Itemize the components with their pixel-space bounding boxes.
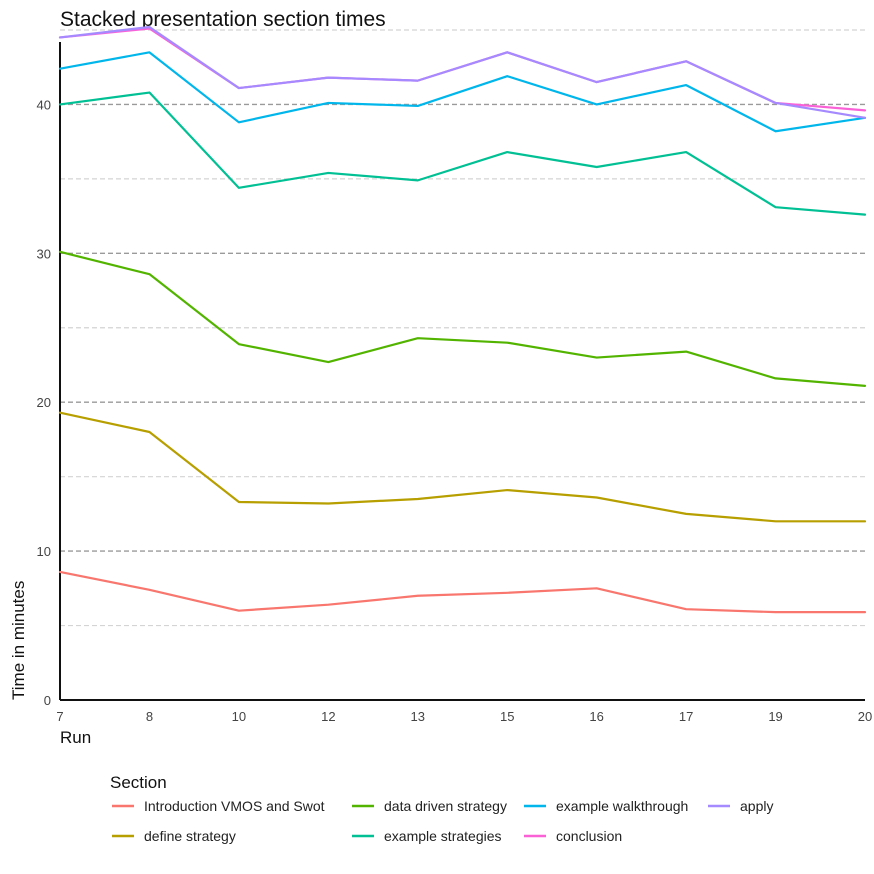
legend-label-define-strategy: define strategy xyxy=(144,828,236,844)
y-tick-label: 30 xyxy=(37,246,51,261)
x-axis-title: Run xyxy=(60,728,91,747)
legend-title: Section xyxy=(110,773,167,792)
series-line-data-driven-strategy xyxy=(58,250,867,387)
y-tick-label: 0 xyxy=(44,693,51,708)
series-line-conclusion xyxy=(58,27,867,112)
x-tick-label: 16 xyxy=(589,709,603,724)
x-tick-label: 8 xyxy=(146,709,153,724)
grid-lines xyxy=(60,29,865,627)
y-tick-label: 20 xyxy=(37,395,51,410)
legend-label-apply: apply xyxy=(740,798,773,814)
y-axis-title: Time in minutes xyxy=(9,581,28,700)
series-lines xyxy=(58,25,867,614)
legend-label-conclusion: conclusion xyxy=(556,828,622,844)
legend-label-example-strategies: example strategies xyxy=(384,828,502,844)
axes xyxy=(59,42,865,701)
x-tick-label: 10 xyxy=(232,709,246,724)
x-tick-label: 7 xyxy=(56,709,63,724)
y-tick-label: 10 xyxy=(37,544,51,559)
x-tick-label: 19 xyxy=(768,709,782,724)
legend-label-example-walkthrough: example walkthrough xyxy=(556,798,688,814)
y-tick-label: 40 xyxy=(37,97,51,112)
series-line-example-strategies xyxy=(58,91,867,216)
series-line-define-strategy xyxy=(58,411,867,523)
x-tick-labels: 7 8 10 12 13 15 16 17 19 20 xyxy=(56,709,872,724)
legend-label-introduction-vmos-and-swot: Introduction VMOS and Swot xyxy=(144,798,325,814)
series-line-apply xyxy=(58,25,867,119)
legend: Section Introduction VMOS and Swot define… xyxy=(110,773,773,844)
x-tick-label: 17 xyxy=(679,709,693,724)
y-tick-labels: 0 10 20 30 40 xyxy=(37,97,51,708)
series-line-introduction-vmos-and-swot xyxy=(58,570,867,614)
legend-label-data-driven-strategy: data driven strategy xyxy=(384,798,507,814)
series-line-example-walkthrough xyxy=(58,51,867,133)
x-tick-label: 20 xyxy=(858,709,872,724)
x-tick-label: 15 xyxy=(500,709,514,724)
x-tick-label: 13 xyxy=(411,709,425,724)
chart-title: Stacked presentation section times xyxy=(60,8,386,31)
x-tick-label: 12 xyxy=(321,709,335,724)
